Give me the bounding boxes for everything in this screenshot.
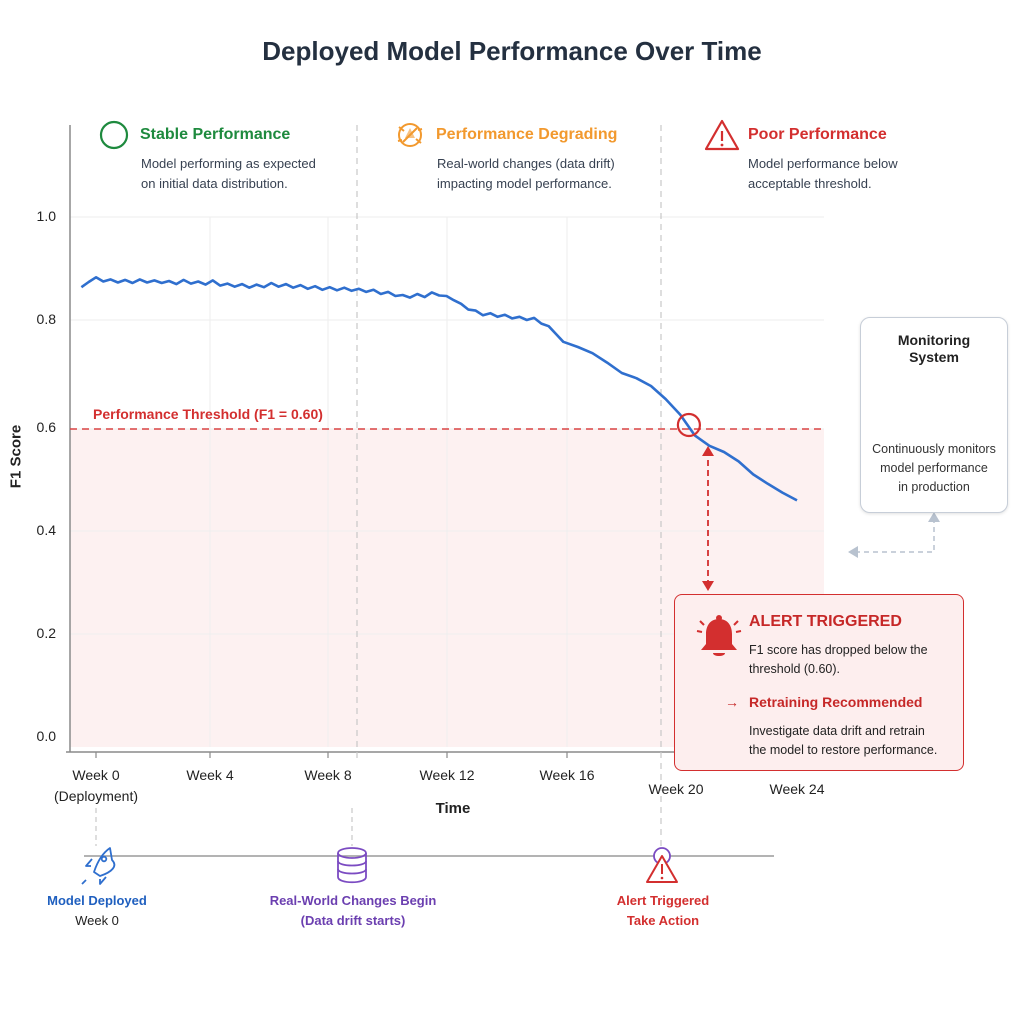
alert-point-marker — [676, 412, 702, 438]
timeline-event-label: Model Deployed — [47, 893, 147, 908]
y-tick-label: 0.4 — [36, 522, 56, 538]
timeline-event-sub: (Data drift starts) — [300, 913, 406, 928]
warning-triangle-icon — [704, 119, 740, 151]
y-tick-label: 0.8 — [36, 311, 56, 327]
phase-poor-desc: Model performance below acceptable thresh… — [748, 156, 898, 191]
circle-icon — [99, 120, 129, 150]
timeline-event-label: Real-World Changes Begin — [269, 893, 437, 908]
timeline-event-sub: Week 0 — [75, 913, 119, 928]
y-tick-label: 0.6 — [36, 419, 56, 435]
timeline-event-sub: Take Action — [626, 913, 700, 928]
database-icon — [337, 847, 367, 884]
phase-stable-desc: Model performing as expected on initial d… — [141, 156, 316, 191]
y-tick-label: 0.2 — [36, 625, 56, 641]
timeline-event-drift: Real-World Changes Begin (Data drift sta… — [243, 891, 463, 931]
monitoring-connector — [858, 518, 935, 553]
x-tick-label: Week 20 — [648, 781, 704, 797]
y-tick-label: 0.0 — [36, 728, 56, 744]
phase-degrading-title: Performance Degrading — [436, 126, 618, 143]
threshold-label: Performance Threshold (F1 = 0.60) — [93, 406, 323, 422]
timeline-event-alert: Alert Triggered Take Action — [553, 891, 773, 931]
f1-score-line — [80, 276, 798, 502]
rocket-icon — [81, 847, 116, 885]
phase-degrading-desc: Real-world changes (data drift) impacting… — [437, 156, 615, 191]
bell-icon — [696, 615, 742, 656]
timeline-event-deployed: Model Deployed Week 0 — [0, 891, 207, 931]
x-axis-label: Time — [435, 800, 471, 817]
x-tick-label: Week 12 — [419, 767, 475, 783]
x-tick-label: Week 16 — [539, 767, 595, 783]
chart-title: Deployed Model Performance Over Time — [262, 36, 762, 66]
monitoring-system-card: Monitoring System Continuously monitors mo… — [860, 317, 1008, 513]
monitoring-desc: Continuously monitors model performance in… — [872, 442, 996, 494]
monitoring-title: Monitoring System — [897, 332, 971, 365]
x-tick-label: Week 24 — [769, 781, 825, 797]
alert-connector — [702, 446, 714, 591]
retraining-recommended-label: Retraining Recommended — [749, 694, 923, 710]
timeline-event-label: Alert Triggered — [616, 893, 710, 908]
phase-stable-title: Stable Performance — [140, 126, 291, 143]
alert-card: ALERT TRIGGERED F1 score has dropped bel… — [674, 594, 964, 771]
phase-poor-title: Poor Performance — [748, 126, 887, 143]
warning-circle-icon — [397, 123, 423, 147]
timeline-alert-icon — [646, 847, 678, 883]
x-tick-label: Week 8 — [304, 767, 352, 783]
arrow-right-icon: → — [725, 694, 739, 710]
alert-action-desc: Investigate data drift and retrain the mo… — [749, 724, 938, 757]
alert-title: ALERT TRIGGERED — [749, 613, 902, 630]
x-tick-label: Week 4 — [186, 767, 234, 783]
y-tick-label: 1.0 — [36, 208, 56, 224]
alert-desc: F1 score has dropped below the threshold … — [749, 643, 928, 676]
x-tick-label: Week 0 (Deployment) — [53, 767, 139, 804]
